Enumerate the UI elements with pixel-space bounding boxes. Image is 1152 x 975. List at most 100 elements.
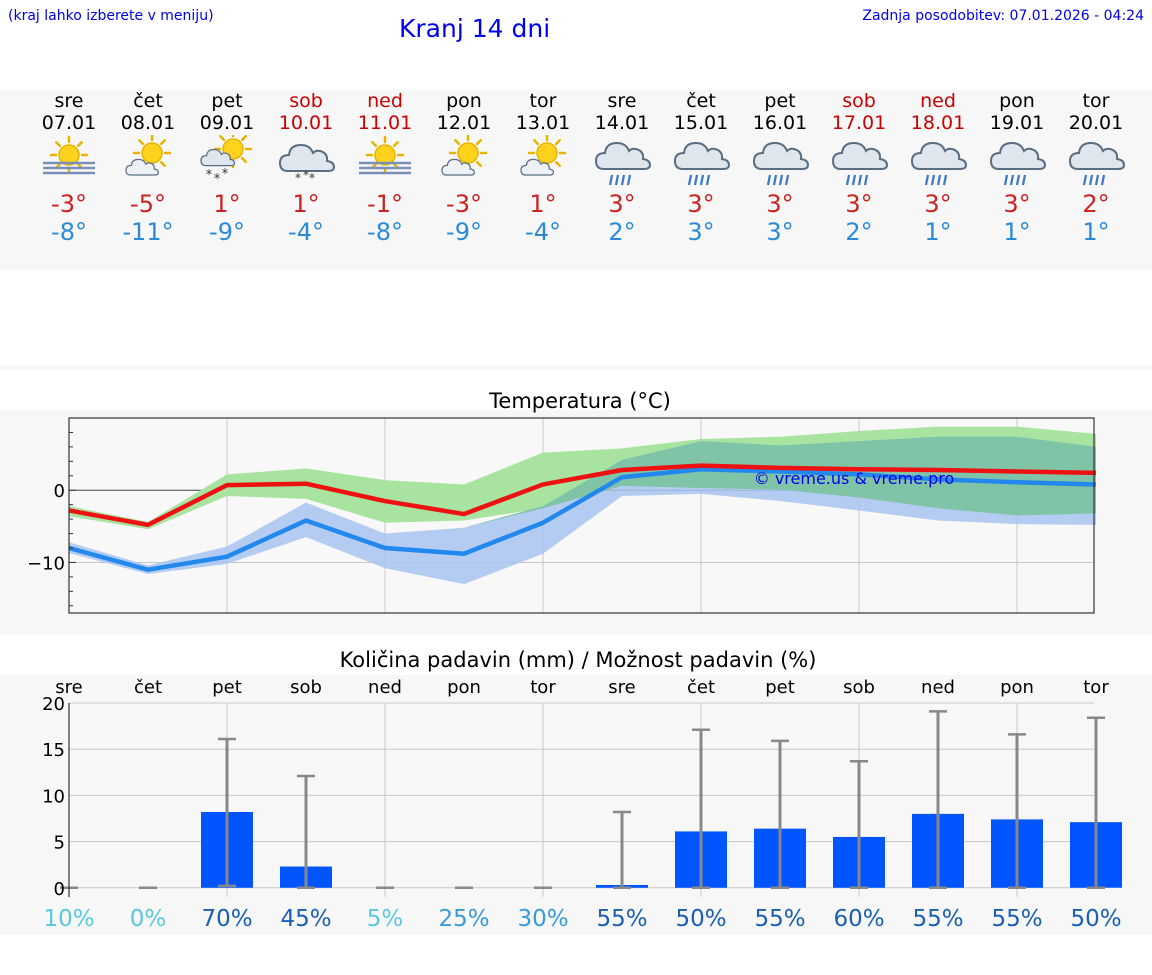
precipitation-chance: 50% (1070, 906, 1121, 932)
day-column: ned 18.01 3° 1° (898, 90, 978, 246)
cloud-rain-icon (831, 141, 889, 186)
raindrops-icon (608, 174, 632, 186)
raindrops-icon (1082, 174, 1106, 186)
precipitation-chance: 55% (596, 906, 647, 932)
min-temperature-line (68, 467, 1097, 572)
min-temperature: 3° (766, 218, 794, 246)
min-temperature: 2° (608, 218, 636, 246)
day-column: pon 12.01 -3° -9° (424, 90, 504, 246)
day-column: čet 15.01 3° 3° (661, 90, 741, 246)
precipitation-chance: 60% (833, 906, 884, 932)
weather-icon (424, 134, 504, 190)
location-hint: (kraj lahko izberete v meniju) (8, 8, 214, 24)
max-temperature: 1° (213, 190, 241, 218)
precipitation-chance: 45% (280, 906, 331, 932)
max-temperature: 2° (1082, 190, 1110, 218)
sun-cloud-icon (441, 135, 488, 176)
day-date: 19.01 (989, 112, 1045, 134)
cloud-icon (594, 141, 652, 170)
max-temperature: -3° (51, 190, 87, 218)
day-name: pon (999, 90, 1035, 112)
max-temperature-line (68, 463, 1097, 528)
svg-text:*: * (309, 171, 315, 185)
day-date: 15.01 (673, 112, 729, 134)
max-temperature: 3° (608, 190, 636, 218)
day-column: sob 10.01 * * * 1° -4° (266, 90, 346, 246)
svg-text:*: * (303, 168, 309, 182)
svg-text:*: * (206, 168, 213, 183)
cloud-icon (125, 158, 160, 176)
day-date: 14.01 (594, 112, 650, 134)
y-tick-label: 15 (42, 740, 65, 761)
day-name: čet (133, 90, 163, 112)
precipitation-chance: 55% (912, 906, 963, 932)
min-temperature: -11° (122, 218, 174, 246)
cloud-rain-icon (594, 141, 652, 186)
y-tick-label: −10 (27, 553, 65, 574)
day-column: ned 11.01 -1° -8° (345, 90, 425, 246)
x-category-label: sre (55, 677, 82, 698)
x-category-label: sre (608, 677, 635, 698)
max-temperature: -5° (130, 190, 166, 218)
weather-icon (345, 134, 425, 190)
min-temperature: 1° (1082, 218, 1110, 246)
y-tick-label: 20 (42, 694, 65, 715)
day-column: tor 20.01 2° 1° (1056, 90, 1136, 246)
raindrops-icon (687, 174, 711, 186)
x-category-label: tor (530, 677, 556, 698)
last-update: Zadnja posodobitev: 07.01.2026 - 04:24 (862, 8, 1144, 24)
weather-icon: * * * (266, 134, 346, 190)
raindrops-icon (845, 174, 869, 186)
day-column: sre 07.01 -3° -8° (29, 90, 109, 246)
min-temperature: -9° (209, 218, 245, 246)
x-category-label: ned (368, 677, 402, 698)
weather-icon (29, 134, 109, 190)
day-column: pon 19.01 3° 1° (977, 90, 1057, 246)
day-name: tor (1082, 90, 1110, 112)
sun-cloud-icon (520, 135, 567, 176)
day-column: sob 17.01 3° 2° (819, 90, 899, 246)
day-date: 13.01 (515, 112, 571, 134)
cloud-icon (1068, 141, 1126, 170)
svg-text:*: * (295, 171, 301, 185)
cloud-icon (673, 141, 731, 170)
precipitation-chance: 50% (675, 906, 726, 932)
cloud-icon (200, 148, 236, 167)
cloud-rain-icon (1068, 141, 1126, 186)
day-date: 11.01 (357, 112, 413, 134)
min-temperature: -4° (525, 218, 561, 246)
day-column: pet 16.01 3° 3° (740, 90, 820, 246)
day-date: 10.01 (278, 112, 334, 134)
max-temperature: 3° (845, 190, 873, 218)
cloud-icon (441, 158, 476, 176)
y-tick-label: 0 (54, 879, 65, 900)
day-date: 17.01 (831, 112, 887, 134)
raindrops-icon (1003, 174, 1027, 186)
cloud-icon (278, 143, 336, 172)
precipitation-chance: 55% (754, 906, 805, 932)
raindrops-icon (924, 174, 948, 186)
day-name: sre (607, 90, 637, 112)
max-temperature: -1° (367, 190, 403, 218)
x-category-label: tor (1083, 677, 1109, 698)
y-tick-label: 0 (54, 481, 65, 502)
day-date: 16.01 (752, 112, 808, 134)
x-category-label: pet (765, 677, 795, 698)
weather-icon (898, 134, 978, 190)
svg-text:*: * (214, 172, 221, 187)
section-separator (0, 365, 1152, 370)
cloud-icon (520, 158, 555, 176)
svg-text:*: * (222, 167, 229, 182)
cloud-rain-icon (673, 141, 731, 186)
weather-icon (977, 134, 1057, 190)
weather-icon (661, 134, 741, 190)
weather-icon (1056, 134, 1136, 190)
min-temperature: -8° (367, 218, 403, 246)
precipitation-chance: 5% (367, 906, 404, 932)
max-temperature: 3° (924, 190, 952, 218)
weather-icon (740, 134, 820, 190)
day-column: sre 14.01 3° 2° (582, 90, 662, 246)
day-name: pet (211, 90, 243, 112)
day-date: 18.01 (910, 112, 966, 134)
precipitation-chart-background (0, 675, 1152, 935)
